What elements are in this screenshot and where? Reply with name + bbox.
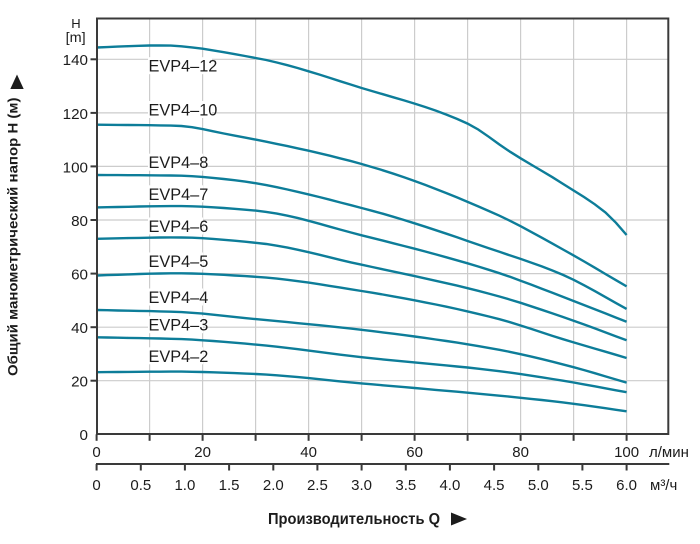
svg-text:[m]: [m]	[66, 30, 86, 45]
svg-text:2.0: 2.0	[263, 477, 284, 494]
svg-text:Общий манометрический напор H: Общий манометрический напор H (м)	[5, 98, 21, 377]
svg-text:140: 140	[63, 52, 88, 69]
svg-text:80: 80	[512, 444, 529, 461]
svg-text:EVP4–8: EVP4–8	[149, 154, 209, 172]
svg-text:20: 20	[71, 374, 88, 391]
svg-text:1.0: 1.0	[174, 477, 195, 494]
svg-text:EVP4–7: EVP4–7	[149, 186, 209, 204]
svg-text:5.5: 5.5	[572, 477, 593, 494]
svg-text:100: 100	[63, 159, 88, 176]
svg-text:м³/ч: м³/ч	[650, 477, 677, 494]
svg-text:EVP4–12: EVP4–12	[149, 58, 218, 76]
svg-text:EVP4–3: EVP4–3	[149, 317, 209, 335]
svg-text:Производительность Q: Производительность Q	[268, 511, 440, 528]
svg-text:20: 20	[194, 444, 211, 461]
svg-text:0.5: 0.5	[130, 477, 151, 494]
svg-text:3.5: 3.5	[395, 477, 416, 494]
svg-text:60: 60	[406, 444, 423, 461]
svg-text:EVP4–6: EVP4–6	[149, 218, 209, 236]
svg-text:H: H	[71, 16, 80, 31]
svg-text:EVP4–4: EVP4–4	[149, 289, 209, 307]
svg-text:0: 0	[80, 427, 88, 444]
svg-text:6.0: 6.0	[616, 477, 637, 494]
svg-text:1.5: 1.5	[219, 477, 240, 494]
svg-text:5.0: 5.0	[528, 477, 549, 494]
svg-text:60: 60	[71, 267, 88, 284]
svg-text:100: 100	[614, 444, 639, 461]
svg-text:40: 40	[300, 444, 317, 461]
svg-text:EVP4–10: EVP4–10	[149, 102, 218, 120]
svg-text:EVP4–5: EVP4–5	[149, 253, 209, 271]
svg-text:EVP4–2: EVP4–2	[149, 348, 209, 366]
svg-text:0: 0	[92, 477, 100, 494]
svg-text:4.0: 4.0	[439, 477, 460, 494]
svg-text:80: 80	[71, 213, 88, 230]
svg-text:40: 40	[71, 320, 88, 337]
svg-text:4.5: 4.5	[484, 477, 505, 494]
svg-text:120: 120	[63, 106, 88, 123]
svg-text:0: 0	[92, 444, 100, 461]
svg-text:л/мин: л/мин	[649, 444, 689, 461]
svg-text:2.5: 2.5	[307, 477, 328, 494]
svg-text:3.0: 3.0	[351, 477, 372, 494]
